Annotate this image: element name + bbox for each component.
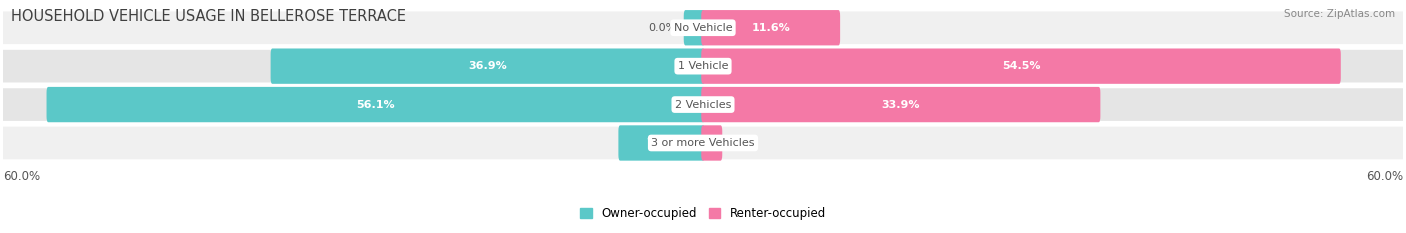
Text: 54.5%: 54.5% bbox=[1001, 61, 1040, 71]
Text: 7.1%: 7.1% bbox=[647, 138, 678, 148]
FancyBboxPatch shape bbox=[619, 125, 704, 161]
Text: No Vehicle: No Vehicle bbox=[673, 23, 733, 33]
Text: 0.0%: 0.0% bbox=[648, 23, 676, 33]
Text: Source: ZipAtlas.com: Source: ZipAtlas.com bbox=[1284, 9, 1395, 19]
Text: 0.0%: 0.0% bbox=[730, 138, 758, 148]
Text: 3 or more Vehicles: 3 or more Vehicles bbox=[651, 138, 755, 148]
Text: 11.6%: 11.6% bbox=[751, 23, 790, 33]
Text: 33.9%: 33.9% bbox=[882, 99, 920, 110]
FancyBboxPatch shape bbox=[3, 50, 1403, 82]
Text: 60.0%: 60.0% bbox=[3, 170, 39, 183]
FancyBboxPatch shape bbox=[702, 125, 723, 161]
FancyBboxPatch shape bbox=[702, 48, 1341, 84]
Text: HOUSEHOLD VEHICLE USAGE IN BELLEROSE TERRACE: HOUSEHOLD VEHICLE USAGE IN BELLEROSE TER… bbox=[11, 9, 406, 24]
FancyBboxPatch shape bbox=[46, 87, 704, 122]
FancyBboxPatch shape bbox=[3, 127, 1403, 159]
FancyBboxPatch shape bbox=[702, 10, 841, 45]
FancyBboxPatch shape bbox=[270, 48, 704, 84]
Text: 36.9%: 36.9% bbox=[468, 61, 508, 71]
FancyBboxPatch shape bbox=[702, 87, 1101, 122]
Text: 60.0%: 60.0% bbox=[1367, 170, 1403, 183]
FancyBboxPatch shape bbox=[3, 11, 1403, 44]
Legend: Owner-occupied, Renter-occupied: Owner-occupied, Renter-occupied bbox=[575, 202, 831, 225]
FancyBboxPatch shape bbox=[683, 10, 704, 45]
Text: 2 Vehicles: 2 Vehicles bbox=[675, 99, 731, 110]
Text: 56.1%: 56.1% bbox=[356, 99, 395, 110]
FancyBboxPatch shape bbox=[3, 88, 1403, 121]
Text: 1 Vehicle: 1 Vehicle bbox=[678, 61, 728, 71]
